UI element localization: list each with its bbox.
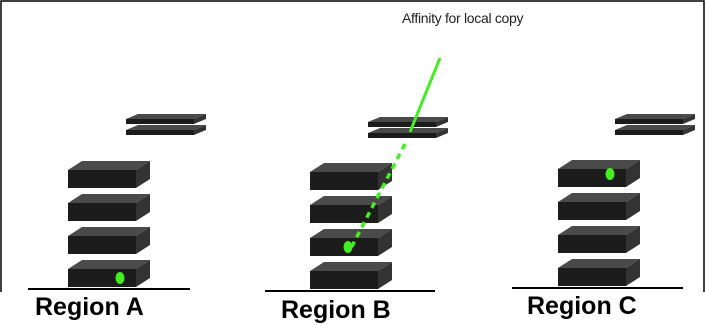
affinity-line-solid — [408, 57, 442, 133]
region-1-spare-lower-side — [436, 128, 448, 138]
region-1-spare-lower-front — [368, 133, 436, 138]
region-2-server-0-top — [558, 259, 640, 268]
region-1-spare-lower-top — [368, 128, 448, 133]
drawing-layer — [68, 57, 695, 289]
region-c-label: Region C — [527, 292, 637, 320]
region-2-server-1-side — [626, 226, 640, 253]
region-a-label: Region A — [35, 293, 144, 321]
region-0-spare-lower-top — [126, 125, 206, 130]
region-1-copy-dot — [343, 241, 353, 253]
region-0-server-2-side — [136, 194, 150, 221]
region-2-copy-dot — [605, 168, 615, 180]
region-1-server-0-side — [378, 262, 392, 289]
region-0-server-2-front — [68, 203, 136, 221]
region-0-spare-upper-front — [126, 119, 194, 124]
region-0-server-0-front — [68, 269, 136, 287]
region-0-server-3-side — [136, 161, 150, 188]
region-2-server-3-side — [626, 160, 640, 187]
region-0-server-0-top — [68, 260, 150, 269]
affinity-line-dashed — [348, 143, 407, 251]
region-1-server-1-top — [310, 229, 392, 238]
region-0-server-1-front — [68, 236, 136, 254]
region-2-server-2-front — [558, 202, 626, 220]
region-0-spare-lower-side — [194, 125, 206, 135]
region-2-spare-lower-top — [615, 125, 695, 130]
region-1-server-2-front — [310, 205, 378, 223]
region-2-spare-lower-side — [683, 125, 695, 135]
region-2-server-1-front — [558, 235, 626, 253]
region-0-server-2-top — [68, 194, 150, 203]
region-1-server-2-side — [378, 196, 392, 223]
region-2-server-1-top — [558, 226, 640, 235]
region-1-server-2-top — [310, 196, 392, 205]
region-0-spare-upper-side — [194, 114, 206, 124]
region-2-server-2-side — [626, 193, 640, 220]
region-2-server-2-top — [558, 193, 640, 202]
region-2-spare-upper-side — [683, 114, 695, 124]
region-1-server-3-top — [310, 163, 392, 172]
region-0-spare-upper-top — [126, 114, 206, 119]
region-2-spare-upper-front — [615, 119, 683, 124]
region-1-spare-upper-side — [436, 117, 448, 127]
region-1-spare-upper-top — [368, 117, 448, 122]
region-1-server-3-side — [378, 163, 392, 190]
region-2-server-0-front — [558, 268, 626, 286]
region-0-server-3-top — [68, 161, 150, 170]
region-2-server-3-front — [558, 169, 626, 187]
region-0-copy-dot — [115, 272, 125, 284]
region-1-server-0-top — [310, 262, 392, 271]
region-0-server-1-top — [68, 227, 150, 236]
region-b-label: Region B — [281, 296, 391, 324]
region-0-server-1-side — [136, 227, 150, 254]
region-0-server-0-side — [136, 260, 150, 287]
region-1-server-1-side — [378, 229, 392, 256]
region-0-spare-lower-front — [126, 130, 194, 135]
region-2-server-0-side — [626, 259, 640, 286]
region-0-server-3-front — [68, 170, 136, 188]
region-1-server-3-front — [310, 172, 378, 190]
region-1-server-0-front — [310, 271, 378, 289]
region-2-spare-upper-top — [615, 114, 695, 119]
frame-border — [0, 0, 705, 292]
region-2-spare-lower-front — [615, 130, 683, 135]
region-2-server-3-top — [558, 160, 640, 169]
affinity-annotation: Affinity for local copy — [402, 10, 524, 26]
region-1-spare-upper-front — [368, 122, 436, 127]
